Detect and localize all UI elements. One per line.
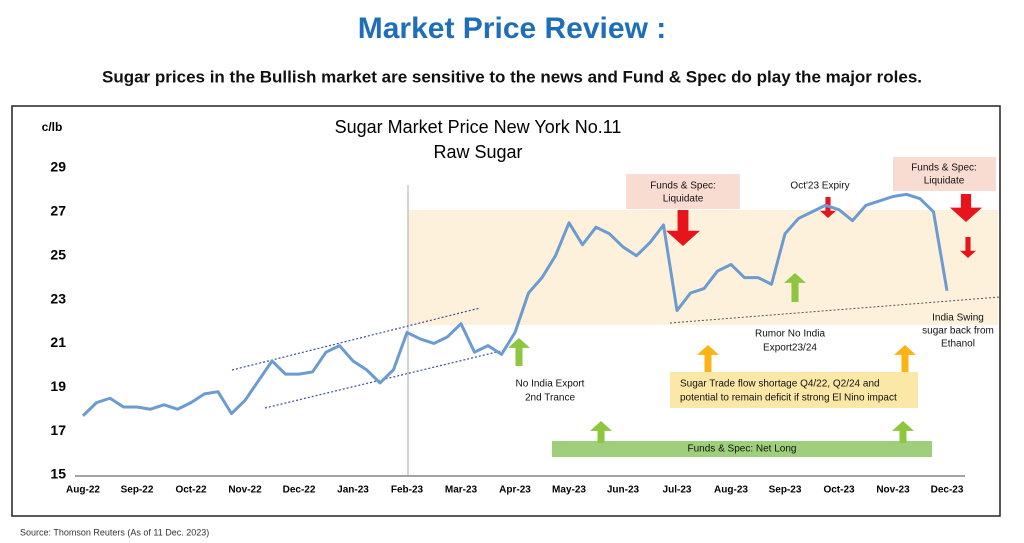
annotation-box [670,372,918,408]
y-tick-label: 27 [50,203,66,219]
x-tick-label: Sep-23 [769,485,802,496]
price-line [81,192,949,417]
support-line [669,296,1001,324]
arrows [508,194,982,443]
chart-subtitle: Raw Sugar [433,142,522,162]
x-tick-label: Oct-22 [175,485,207,496]
x-tick-label: Aug-23 [714,485,748,496]
annotation: Oct'23 Expiry [790,181,849,192]
x-tick-label: Jul-23 [663,485,692,496]
range-band [408,210,998,325]
y-tick-label: 25 [50,246,66,262]
y-tick-label: 19 [50,378,66,394]
arrow [784,273,806,302]
arrow [666,210,700,246]
x-tick-label: Aug-22 [66,485,100,496]
arrow [590,421,612,443]
annotation: Liquidate [924,176,965,187]
y-tick-label: 21 [50,334,66,350]
annotation: Export23/24 [763,343,817,354]
x-tick-label: Feb-23 [391,485,424,496]
trend-line [264,349,506,409]
annotation-bar [552,441,932,457]
x-tick-label: Dec-23 [931,485,964,496]
x-tick-label: Apr-23 [499,485,531,496]
arrow [697,345,719,372]
annotation: Funds & Spec: [911,163,977,174]
annotation: India Swing [932,313,984,324]
y-axis-label: c/lb [42,120,63,134]
y-tick-label: 15 [50,466,66,482]
annotation-box [626,174,740,209]
x-tick-label: Nov-22 [228,485,262,496]
arrow [894,345,916,372]
annotation: Funds & Spec: Net Long [688,444,797,455]
x-tick-label: May-23 [552,485,586,496]
x-tick-label: Nov-23 [876,485,910,496]
annotation: Funds & Spec: [650,181,716,192]
x-tick-label: Dec-22 [283,485,316,496]
annotation: Liquidate [663,194,704,205]
annotation: No India Export [516,379,585,390]
annotation-box [893,157,996,191]
annotation: sugar back from [922,326,994,337]
page-subtitle: Sugar prices in the Bullish market are s… [102,67,922,86]
x-tick-label: Jan-23 [337,485,369,496]
annotation: 2nd Trance [525,393,575,404]
chart-title: Sugar Market Price New York No.11 [335,117,622,137]
page-title: Market Price Review : [358,12,666,45]
y-tick-label: 17 [50,422,66,438]
x-tick-label: Mar-23 [445,485,478,496]
annotation: potential to remain deficit if strong El… [680,393,897,404]
arrow [508,338,530,366]
trend-line [231,307,481,371]
arrow [950,194,982,222]
arrow [892,421,914,443]
annotation: Sugar Trade flow shortage Q4/22, Q2/24 a… [680,379,880,390]
source-note: Source: Thomson Reuters (As of 11 Dec. 2… [20,527,209,537]
x-tick-label: Oct-23 [823,485,855,496]
y-tick-label: 29 [50,159,66,175]
x-tick-label: Sep-22 [121,485,154,496]
annotation: Rumor No India [755,329,825,340]
arrow [960,237,976,258]
x-tick-label: Jun-23 [607,485,640,496]
annotation: Ethanol [941,339,975,350]
y-tick-label: 23 [50,290,66,306]
